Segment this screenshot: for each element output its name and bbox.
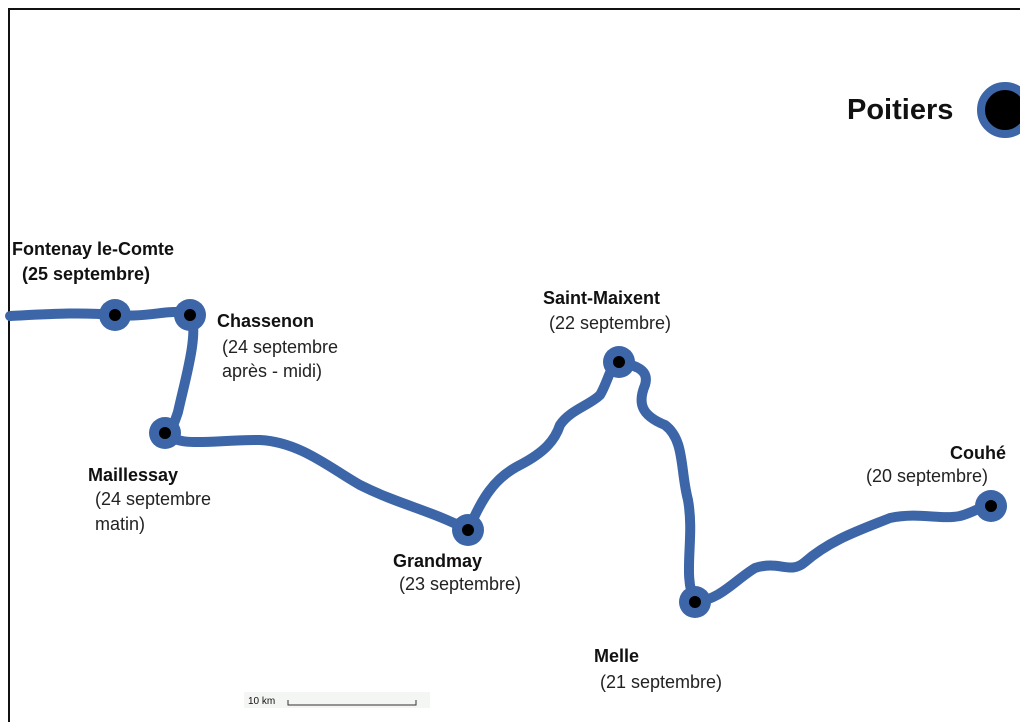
nodes	[99, 82, 1020, 618]
node-dot	[184, 309, 196, 321]
node-dot	[109, 309, 121, 321]
node-dot	[159, 427, 171, 439]
scale-bg	[244, 692, 430, 708]
node-dot	[613, 356, 625, 368]
node-dot	[985, 500, 997, 512]
scale-bar: 10 km	[244, 692, 430, 708]
city-label: Poitiers	[847, 94, 953, 126]
node-dot	[462, 524, 474, 536]
place-date: (23 septembre)	[399, 574, 521, 594]
place-name: Chassenon	[217, 311, 314, 331]
place-date: (24 septembre	[222, 337, 338, 357]
place-name: Melle	[594, 646, 639, 666]
place-date: (21 septembre)	[600, 672, 722, 692]
place-name: Couhé	[950, 443, 1006, 463]
place-name: Maillessay	[88, 465, 178, 485]
place-name: Grandmay	[393, 551, 482, 571]
scale-label: 10 km	[248, 696, 275, 707]
place-date: (22 septembre)	[549, 313, 671, 333]
place-date: (24 septembre	[95, 489, 211, 509]
place-date: après - midi)	[222, 361, 322, 381]
place-name: Saint-Maixent	[543, 288, 660, 308]
city-node	[977, 82, 1020, 138]
place-name: Fontenay le-Comte	[12, 239, 174, 259]
place-date: (20 septembre)	[866, 466, 988, 486]
node-dot	[689, 596, 701, 608]
place-date: (25 septembre)	[22, 264, 150, 284]
frame	[8, 8, 1020, 722]
place-date: matin)	[95, 514, 145, 534]
scale-line	[287, 700, 417, 706]
route	[5, 307, 996, 607]
